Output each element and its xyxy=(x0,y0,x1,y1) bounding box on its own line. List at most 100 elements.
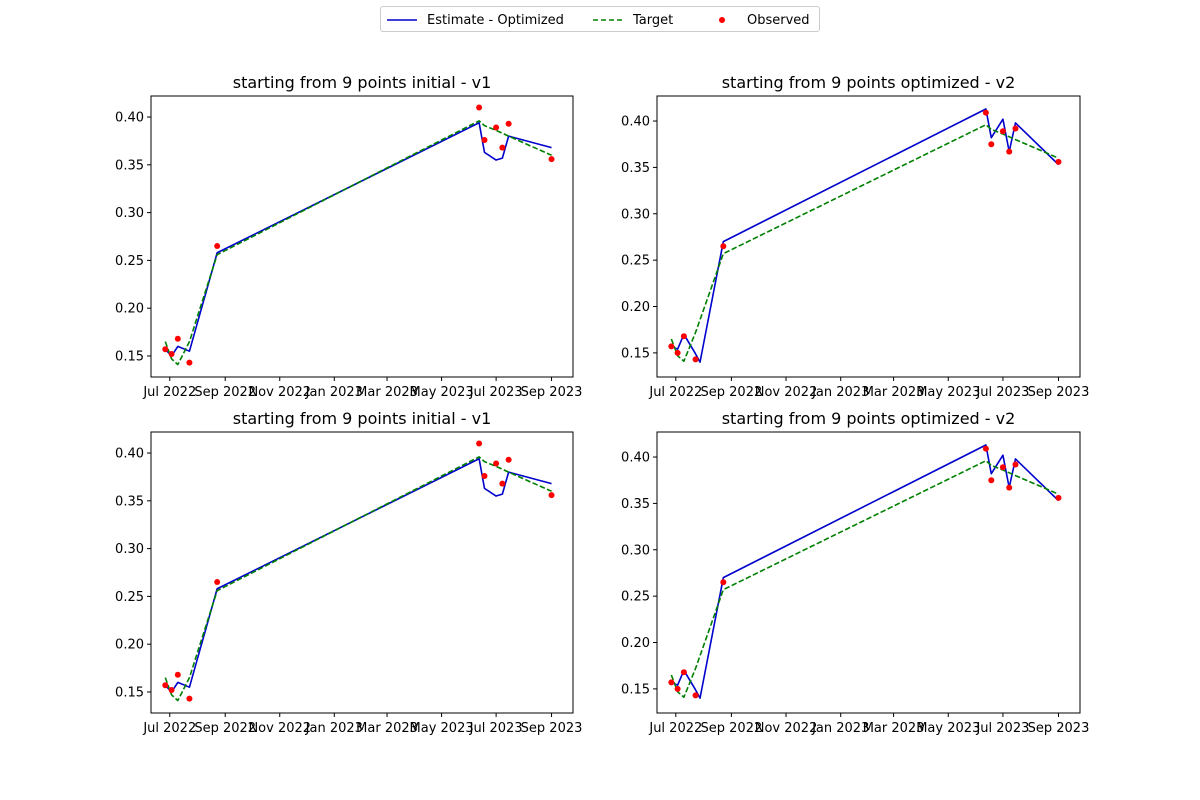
observed-point xyxy=(162,682,169,689)
x-tick-label: Sep 2023 xyxy=(521,385,583,400)
legend-label-target: Target xyxy=(633,12,674,28)
observed-point xyxy=(493,460,500,467)
y-tick-label: 0.25 xyxy=(115,254,144,269)
x-tick-label: Jul 2023 xyxy=(469,385,523,400)
y-tick-label: 0.35 xyxy=(115,158,144,173)
observed-point xyxy=(168,687,175,694)
observed-point xyxy=(505,456,512,463)
observed-point xyxy=(174,671,181,678)
observed-point xyxy=(476,440,483,447)
x-tick-label: May 2023 xyxy=(410,721,474,736)
y-tick-label: 0.35 xyxy=(621,161,650,176)
observed-point xyxy=(720,243,727,250)
y-tick-label: 0.20 xyxy=(115,638,144,653)
y-tick-label: 0.40 xyxy=(115,447,144,462)
target-line xyxy=(164,120,552,366)
observed-point xyxy=(499,480,506,487)
observed-point xyxy=(999,128,1006,135)
axes-frame xyxy=(656,95,1081,378)
observed-point xyxy=(1055,158,1062,165)
observed-point xyxy=(186,695,193,702)
x-tick-label: Nov 2022 xyxy=(755,721,818,736)
observed-point xyxy=(674,349,681,356)
target-line xyxy=(670,459,1059,699)
observed-point xyxy=(548,156,555,163)
observed-point xyxy=(982,445,989,452)
x-tick-label: Nov 2022 xyxy=(755,385,818,400)
x-tick-label: Jan 2023 xyxy=(811,385,869,400)
x-tick-label: Jan 2023 xyxy=(305,721,363,736)
y-tick-label: 0.30 xyxy=(621,207,650,222)
target-line xyxy=(670,123,1059,363)
observed-point xyxy=(548,492,555,499)
y-tick-label: 0.25 xyxy=(621,254,650,269)
y-tick-label: 0.35 xyxy=(621,497,650,512)
x-tick-label: Jul 2023 xyxy=(469,721,523,736)
observed-point xyxy=(668,679,675,686)
x-tick-label: Nov 2022 xyxy=(248,385,311,400)
x-tick-label: Jul 2023 xyxy=(975,385,1029,400)
observed-point xyxy=(1055,494,1062,501)
x-tick-label: May 2023 xyxy=(410,385,474,400)
legend-item-target: Target xyxy=(593,11,673,29)
x-tick-label: Jul 2022 xyxy=(142,721,196,736)
y-tick-label: 0.35 xyxy=(115,494,144,509)
y-tick-label: 0.20 xyxy=(621,300,650,315)
legend: Estimate - Optimized Target Observed xyxy=(380,6,820,32)
observed-point xyxy=(720,579,727,586)
axes-frame xyxy=(656,431,1081,714)
legend-swatch-estimate xyxy=(387,19,417,21)
x-tick-label: Sep 2022 xyxy=(701,385,763,400)
estimate-optimized-line xyxy=(671,444,1060,699)
y-tick-label: 0.30 xyxy=(115,206,144,221)
y-tick-label: 0.15 xyxy=(621,682,650,697)
y-tick-label: 0.15 xyxy=(621,346,650,361)
y-tick-label: 0.40 xyxy=(621,115,650,130)
axes-frame xyxy=(150,431,574,714)
y-tick-label: 0.40 xyxy=(621,451,650,466)
observed-point xyxy=(999,464,1006,471)
observed-point xyxy=(499,144,506,151)
y-tick-label: 0.20 xyxy=(621,636,650,651)
x-tick-label: Sep 2022 xyxy=(701,721,763,736)
observed-point xyxy=(674,685,681,692)
observed-point xyxy=(481,472,488,479)
y-tick-label: 0.25 xyxy=(621,590,650,605)
observed-point xyxy=(1006,484,1013,491)
x-tick-label: Sep 2022 xyxy=(194,385,256,400)
chart-title: starting from 9 points optimized - v2 xyxy=(722,409,1016,428)
x-tick-label: Sep 2023 xyxy=(1028,721,1090,736)
x-tick-label: Jan 2023 xyxy=(305,385,363,400)
x-tick-label: Mar 2023 xyxy=(863,385,925,400)
x-tick-label: Jul 2022 xyxy=(648,721,702,736)
estimate-optimized-line xyxy=(164,121,552,357)
observed-point xyxy=(214,579,221,586)
y-tick-label: 0.25 xyxy=(115,590,144,605)
chart-title: starting from 9 points initial - v1 xyxy=(233,73,492,92)
chart-title: starting from 9 points optimized - v2 xyxy=(722,73,1016,92)
legend-label-observed: Observed xyxy=(747,12,810,28)
x-tick-label: Mar 2023 xyxy=(356,721,418,736)
x-tick-label: Jan 2023 xyxy=(811,721,869,736)
observed-point xyxy=(174,335,181,342)
x-tick-label: Jul 2022 xyxy=(142,385,196,400)
legend-swatch-observed xyxy=(719,17,725,23)
observed-point xyxy=(476,104,483,111)
legend-swatch-target xyxy=(593,19,623,21)
x-tick-label: Sep 2023 xyxy=(1028,385,1090,400)
observed-point xyxy=(1012,461,1019,468)
axes-frame xyxy=(150,95,574,378)
observed-point xyxy=(505,120,512,127)
legend-item-estimate: Estimate - Optimized xyxy=(387,11,564,29)
observed-point xyxy=(1012,125,1019,132)
observed-point xyxy=(214,243,221,250)
legend-label-estimate: Estimate - Optimized xyxy=(427,12,564,28)
observed-point xyxy=(692,356,699,363)
y-tick-label: 0.30 xyxy=(115,542,144,557)
observed-point xyxy=(493,124,500,131)
